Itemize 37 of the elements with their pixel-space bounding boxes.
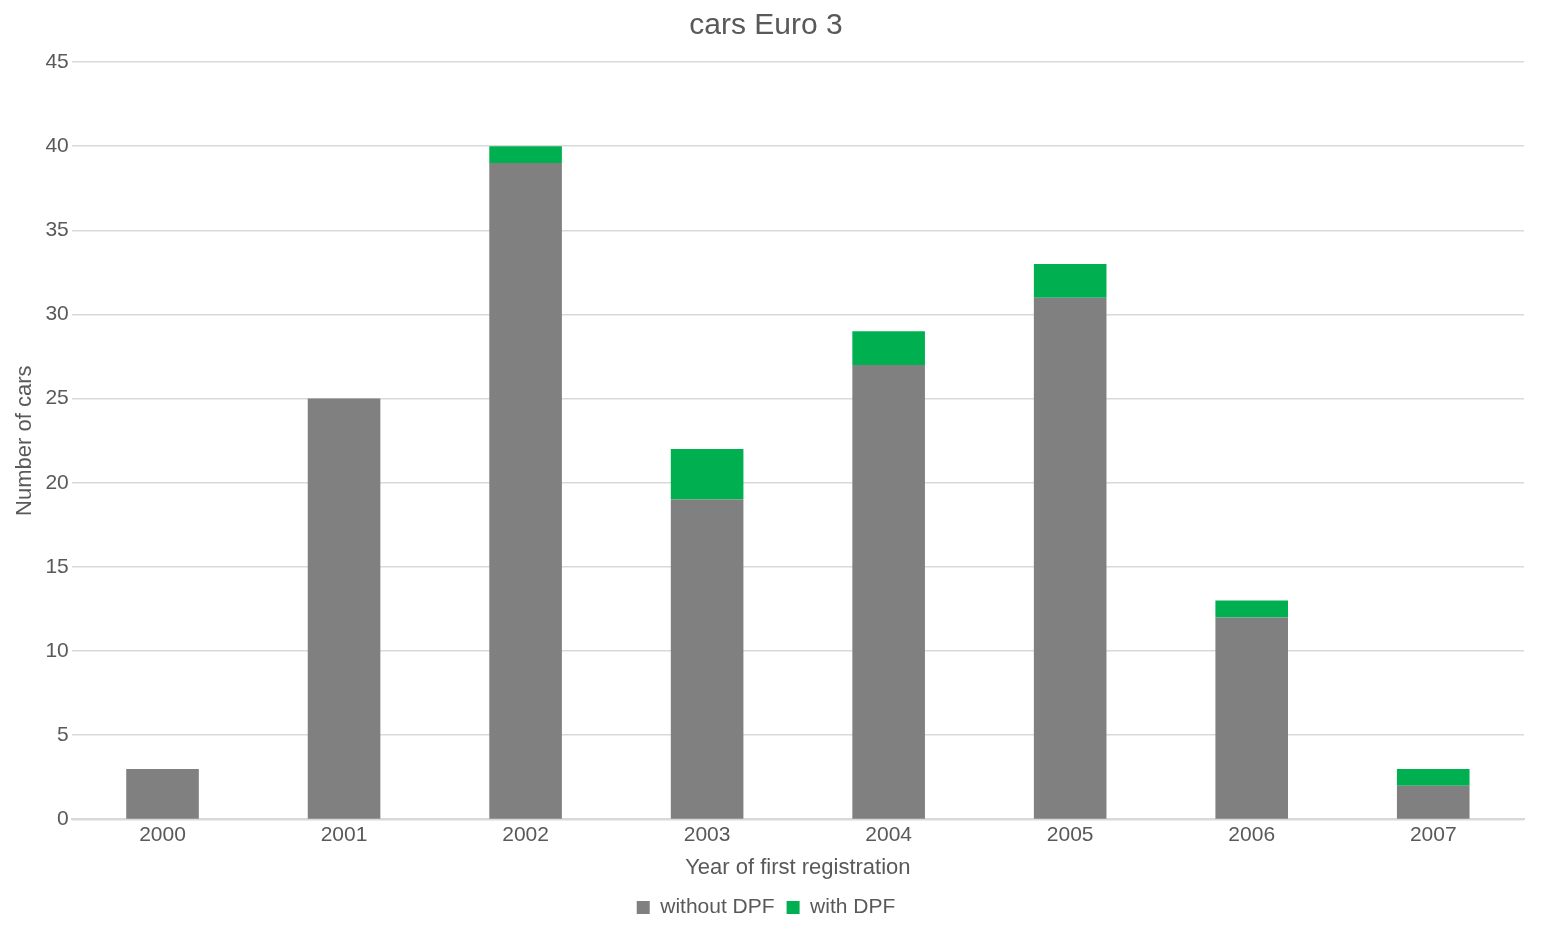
bar — [1215, 617, 1289, 819]
x-tick-label: 2001 — [320, 821, 368, 845]
y-tick-label: 0 — [57, 806, 69, 830]
bar — [1396, 768, 1470, 786]
x-tick-label: 2007 — [1409, 821, 1457, 845]
legend-label: with DPF — [809, 894, 896, 918]
bar — [852, 331, 925, 365]
bar — [1033, 263, 1107, 298]
bar — [1396, 785, 1470, 819]
bar — [1033, 297, 1107, 819]
legend-label: without DPF — [659, 894, 775, 918]
bar — [126, 768, 199, 819]
x-tick-label: 2000 — [139, 821, 186, 845]
bar — [307, 398, 381, 819]
y-tick-label: 35 — [45, 217, 69, 241]
y-tick-label: 45 — [45, 48, 69, 72]
y-tick-label: 15 — [45, 553, 69, 577]
bar — [1215, 600, 1289, 618]
bar — [489, 162, 562, 819]
y-tick-label: 40 — [45, 132, 69, 156]
x-tick-label: 2003 — [683, 821, 731, 845]
y-axis-title: Number of cars — [11, 365, 37, 516]
y-tick-label: 10 — [45, 637, 69, 661]
x-tick-label: 2004 — [865, 821, 913, 845]
x-tick-label: 2006 — [1228, 821, 1276, 845]
chart-title: cars Euro 3 — [689, 7, 843, 41]
x-tick-label: 2002 — [502, 821, 549, 845]
y-tick-label: 30 — [45, 301, 69, 325]
bar — [489, 146, 562, 163]
bar — [670, 449, 744, 500]
bar — [852, 364, 925, 819]
bar — [670, 499, 744, 819]
x-axis-title: Year of first registration — [685, 853, 911, 879]
y-tick-label: 20 — [45, 469, 69, 493]
x-tick-label: 2005 — [1046, 821, 1094, 845]
y-tick-label: 5 — [57, 722, 69, 746]
y-tick-label: 25 — [45, 385, 69, 409]
